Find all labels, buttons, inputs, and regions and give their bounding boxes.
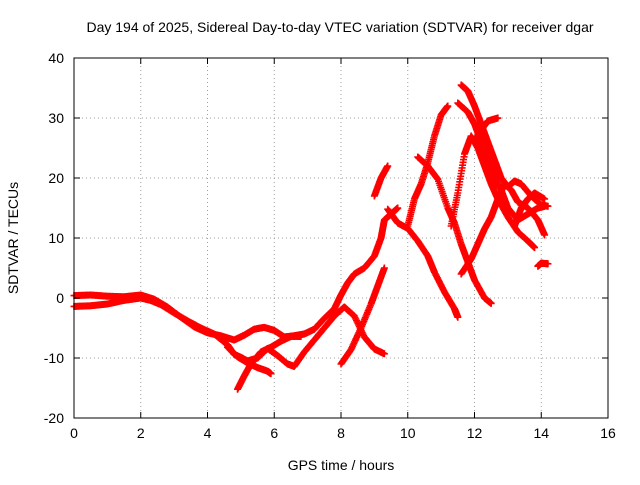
x-tick-label: 12 <box>467 425 483 441</box>
y-tick-label: 20 <box>48 170 64 186</box>
data-point <box>541 195 549 203</box>
series-track-14 <box>471 114 502 146</box>
x-tick-label: 6 <box>270 425 278 441</box>
data-point <box>544 202 552 210</box>
x-tick-label: 4 <box>204 425 212 441</box>
data-point <box>444 102 452 110</box>
data-point <box>267 370 275 378</box>
data-point <box>297 332 305 340</box>
y-tick-label: -10 <box>44 350 64 366</box>
series-track-8 <box>384 205 462 321</box>
ticks-layer: 0 2 4 6 8 10 12 14 16 -20 -10 0 10 20 30 40 <box>44 50 616 441</box>
x-tick-label: 8 <box>337 425 345 441</box>
x-tick-label: 16 <box>600 425 616 441</box>
data-point <box>544 260 552 268</box>
x-tick-label: 14 <box>533 425 549 441</box>
data-points-layer <box>70 81 552 393</box>
data-point <box>380 350 388 358</box>
series-track-16 <box>534 259 552 270</box>
x-tick-label: 10 <box>400 425 416 441</box>
data-point <box>384 162 392 170</box>
data-point <box>454 313 462 321</box>
data-point <box>394 204 402 212</box>
data-point <box>531 244 539 252</box>
y-tick-label: 30 <box>48 110 64 126</box>
data-point <box>541 231 549 239</box>
series-track-1 <box>70 204 402 344</box>
data-point <box>494 114 502 122</box>
y-tick-label: 0 <box>56 290 64 306</box>
series-track-6 <box>370 162 392 200</box>
data-point <box>380 264 388 272</box>
y-tick-label: 10 <box>48 230 64 246</box>
data-point <box>487 299 495 307</box>
series-track-3 <box>234 332 305 393</box>
series-track-13 <box>457 180 549 278</box>
series-track-2 <box>70 294 388 370</box>
x-axis-label: GPS time / hours <box>288 457 395 473</box>
y-tick-label: 40 <box>48 50 64 66</box>
series-track-4 <box>224 343 275 378</box>
y-axis-label: SDTVAR / TECUs <box>5 182 21 294</box>
chart-title: Day 194 of 2025, Sidereal Day-to-day VTE… <box>86 19 593 35</box>
series-track-15 <box>511 189 549 230</box>
series-track-5 <box>337 264 388 368</box>
x-tick-label: 2 <box>137 425 145 441</box>
y-tick-label: -20 <box>44 410 64 426</box>
x-tick-label: 0 <box>70 425 78 441</box>
